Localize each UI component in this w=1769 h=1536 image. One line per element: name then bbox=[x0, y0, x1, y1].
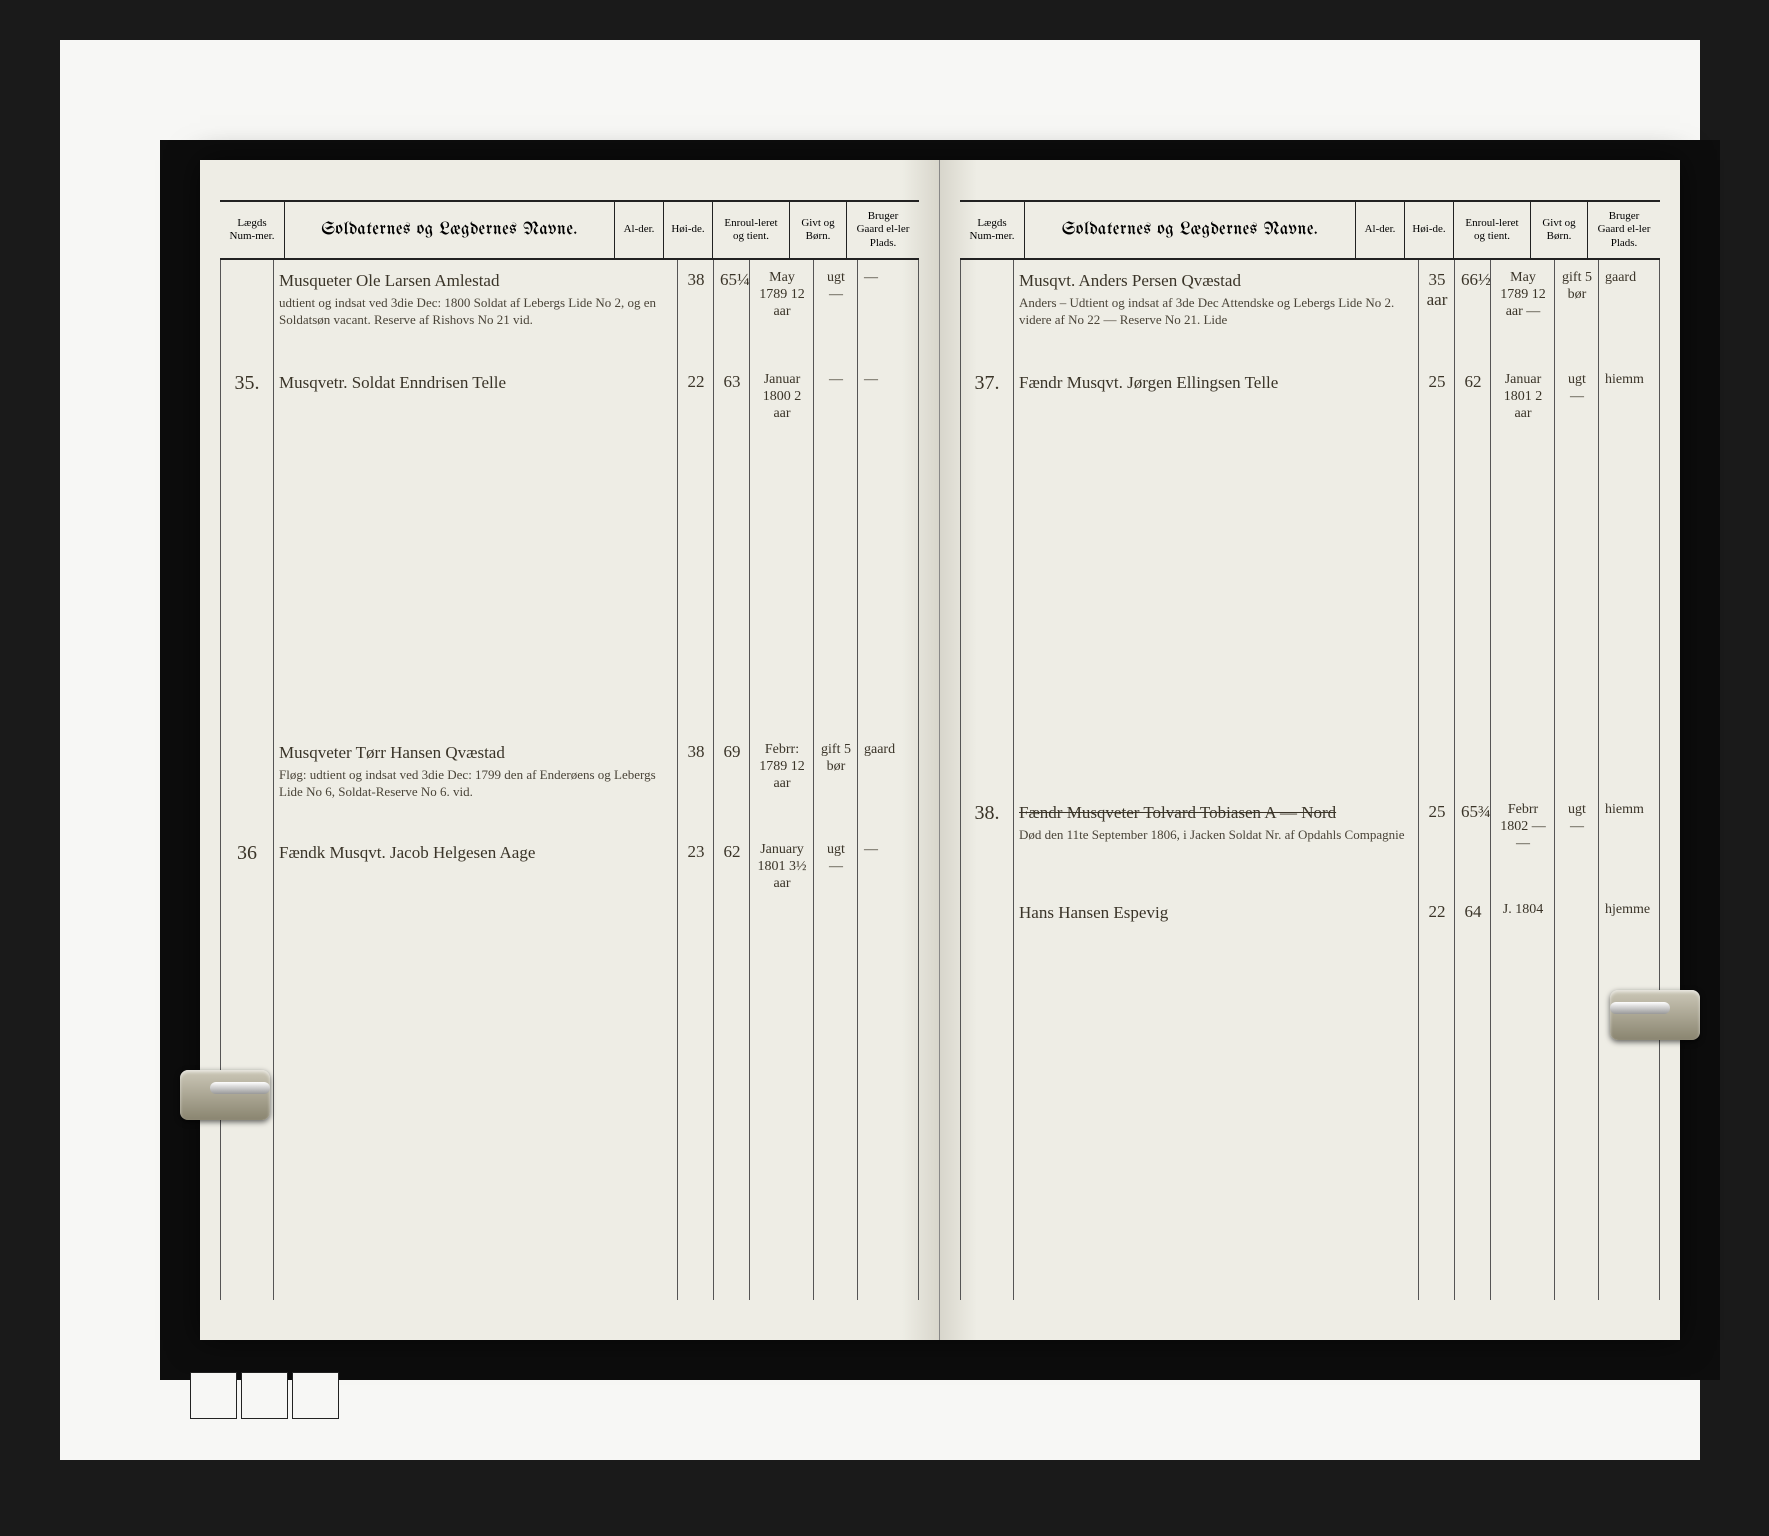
entry-age: 23 bbox=[678, 840, 714, 864]
col-header-name: Soldaternes og Lægdernes Navne. bbox=[1025, 202, 1356, 258]
entry-enroll: Febrr 1802 — — bbox=[1491, 800, 1555, 854]
ledger-header-left: Lægds Num-mer. Soldaternes og Lægdernes … bbox=[220, 200, 919, 260]
entry-place: hjemme bbox=[1599, 900, 1659, 920]
entry-name: Fændr Musqveter Tolvard Tobiasen A — Nor… bbox=[1013, 800, 1419, 846]
entry-number: 37. bbox=[961, 370, 1013, 397]
binding-clip-right-icon bbox=[1610, 990, 1700, 1040]
binding-clip-left-icon bbox=[180, 1070, 270, 1120]
ledger-entry: Musqveter Tørr Hansen QvæstadFløg: udtie… bbox=[221, 740, 918, 803]
entry-age: 25 bbox=[1419, 800, 1455, 824]
entry-note: Fløg: udtient og indsat ved 3die Dec: 17… bbox=[279, 767, 672, 801]
entry-height: 65¾ bbox=[1455, 800, 1491, 824]
entry-enroll: January 1801 3½ aar bbox=[750, 840, 814, 894]
col-header-height: Høi-de. bbox=[1405, 202, 1454, 258]
entry-name: Musqvetr. Soldat Enndrisen Telle bbox=[273, 370, 678, 397]
entry-enroll: Januar 1801 2 aar bbox=[1491, 370, 1555, 424]
right-page: Lægds Num-mer. Soldaternes og Lægdernes … bbox=[940, 160, 1680, 1340]
col-header-height: Høi-de. bbox=[664, 202, 713, 258]
ledger-entry: 35.Musqvetr. Soldat Enndrisen Telle2263J… bbox=[221, 370, 918, 424]
col-header-marr: Givt og Børn. bbox=[1531, 202, 1588, 258]
col-header-enroll: Enroul-leret og tient. bbox=[713, 202, 790, 258]
ledger-header-right: Lægds Num-mer. Soldaternes og Lægdernes … bbox=[960, 200, 1660, 260]
bottom-sketch-boxes bbox=[190, 1372, 390, 1432]
ledger-body-left: Musqueter Ole Larsen Amlestadudtient og … bbox=[220, 260, 919, 1300]
entry-place: gaard bbox=[858, 740, 918, 760]
entry-height: 62 bbox=[714, 840, 750, 864]
entry-number bbox=[221, 268, 273, 272]
ledger-entry: 36Fændk Musqvt. Jacob Helgesen Aage2362J… bbox=[221, 840, 918, 894]
ledger-entry: Musqueter Ole Larsen Amlestadudtient og … bbox=[221, 268, 918, 331]
entry-note: udtient og indsat ved 3die Dec: 1800 Sol… bbox=[279, 295, 672, 329]
ledger-body-right: Musqvt. Anders Persen QvæstadAnders – Ud… bbox=[960, 260, 1660, 1300]
col-header-num: Lægds Num-mer. bbox=[220, 202, 285, 258]
entry-height: 65¼ bbox=[714, 268, 750, 292]
ledger-entry: Musqvt. Anders Persen QvæstadAnders – Ud… bbox=[961, 268, 1659, 331]
entry-enroll: Januar 1800 2 aar bbox=[750, 370, 814, 424]
col-header-marr: Givt og Børn. bbox=[790, 202, 847, 258]
entry-place: — bbox=[858, 268, 918, 288]
entry-number bbox=[961, 268, 1013, 272]
entry-married: ugt — bbox=[1555, 370, 1599, 408]
ledger-book: Lægds Num-mer. Soldaternes og Lægdernes … bbox=[200, 160, 1680, 1340]
entry-married: gift 5 bør bbox=[814, 740, 858, 778]
entry-married: ugt — bbox=[814, 268, 858, 306]
col-header-place: Bruger Gaard el-ler Plads. bbox=[847, 202, 919, 258]
entry-note: Død den 11te September 1806, i Jacken So… bbox=[1019, 827, 1413, 844]
entry-name: Musqueter Ole Larsen Amlestadudtient og … bbox=[273, 268, 678, 331]
entry-note: Anders – Udtient og indsat af 3de Dec At… bbox=[1019, 295, 1413, 329]
entry-height: 64 bbox=[1455, 900, 1491, 924]
entry-place: hiemm bbox=[1599, 800, 1659, 820]
entry-number: 36 bbox=[221, 840, 273, 867]
entry-number: 35. bbox=[221, 370, 273, 397]
entry-height: 62 bbox=[1455, 370, 1491, 394]
entry-name: Musqvt. Anders Persen QvæstadAnders – Ud… bbox=[1013, 268, 1419, 331]
ledger-entry: 37.Fændr Musqvt. Jørgen Ellingsen Telle2… bbox=[961, 370, 1659, 424]
entry-height: 66½ bbox=[1455, 268, 1491, 292]
entry-age: 38 bbox=[678, 268, 714, 292]
entry-place: — bbox=[858, 840, 918, 860]
entry-married: — bbox=[814, 370, 858, 391]
entry-number: 38. bbox=[961, 800, 1013, 827]
entry-place: — bbox=[858, 370, 918, 390]
left-page: Lægds Num-mer. Soldaternes og Lægdernes … bbox=[200, 160, 940, 1340]
entry-name: Hans Hansen Espevig bbox=[1013, 900, 1419, 927]
photo-background: Lægds Num-mer. Soldaternes og Lægdernes … bbox=[160, 140, 1720, 1380]
scan-frame: Lægds Num-mer. Soldaternes og Lægdernes … bbox=[60, 40, 1700, 1460]
entry-enroll: J. 1804 bbox=[1491, 900, 1555, 921]
entry-name: Fændr Musqvt. Jørgen Ellingsen Telle bbox=[1013, 370, 1419, 397]
entry-age: 25 bbox=[1419, 370, 1455, 394]
entry-enroll: Febrr: 1789 12 aar bbox=[750, 740, 814, 794]
ledger-entry: 38.Fændr Musqveter Tolvard Tobiasen A — … bbox=[961, 800, 1659, 854]
entry-height: 63 bbox=[714, 370, 750, 394]
col-header-name: Soldaternes og Lægdernes Navne. bbox=[285, 202, 615, 258]
entry-age: 22 bbox=[1419, 900, 1455, 924]
col-header-place: Bruger Gaard el-ler Plads. bbox=[1588, 202, 1660, 258]
col-header-enroll: Enroul-leret og tient. bbox=[1454, 202, 1531, 258]
entry-age: 22 bbox=[678, 370, 714, 394]
entry-place: gaard bbox=[1599, 268, 1659, 288]
ledger-entry: Hans Hansen Espevig2264J. 1804 hjemme bbox=[961, 900, 1659, 927]
entry-married: gift 5 bør bbox=[1555, 268, 1599, 306]
entry-married bbox=[1555, 900, 1599, 904]
entry-enroll: May 1789 12 aar — bbox=[1491, 268, 1555, 322]
col-header-age: Al-der. bbox=[615, 202, 664, 258]
entry-age: 35 aar bbox=[1419, 268, 1455, 312]
col-header-age: Al-der. bbox=[1356, 202, 1405, 258]
entry-height: 69 bbox=[714, 740, 750, 764]
entry-enroll: May 1789 12 aar bbox=[750, 268, 814, 322]
col-header-num: Lægds Num-mer. bbox=[960, 202, 1025, 258]
entry-age: 38 bbox=[678, 740, 714, 764]
entry-married: ugt — bbox=[814, 840, 858, 878]
entry-number bbox=[961, 900, 1013, 904]
entry-place: hiemm bbox=[1599, 370, 1659, 390]
entry-name: Fændk Musqvt. Jacob Helgesen Aage bbox=[273, 840, 678, 867]
entry-name: Musqveter Tørr Hansen QvæstadFløg: udtie… bbox=[273, 740, 678, 803]
entry-married: ugt — bbox=[1555, 800, 1599, 838]
entry-number bbox=[221, 740, 273, 744]
